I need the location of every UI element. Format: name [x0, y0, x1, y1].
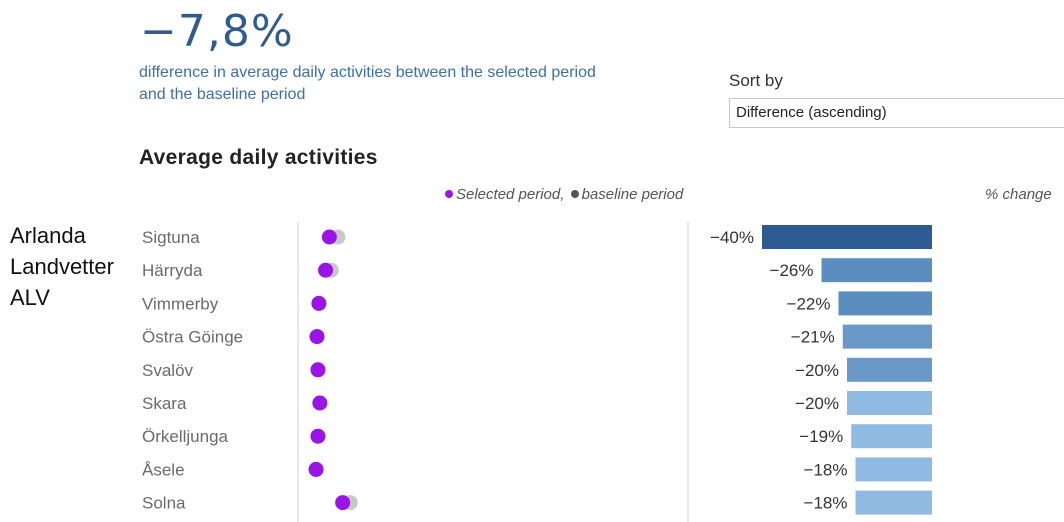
kpi-caption: difference in average daily activities b… — [139, 64, 596, 103]
pct-change-bar — [762, 225, 932, 249]
selected-dot — [321, 229, 337, 245]
pct-change-label: −20% — [795, 394, 839, 413]
selected-dot — [309, 329, 325, 345]
selected-dot — [318, 262, 334, 278]
pct-change-label: −18% — [804, 460, 848, 479]
category-label: Skara — [142, 394, 187, 413]
selected-dot — [308, 461, 324, 477]
sort-selected-value: Difference (ascending) — [736, 104, 887, 121]
pct-change-label: −20% — [795, 361, 839, 380]
category-label: Vimmerby — [142, 294, 219, 313]
selected-dot — [310, 428, 326, 444]
selected-dot — [311, 295, 327, 311]
alias-line-1: Arlanda — [10, 223, 86, 248]
category-label: Solna — [142, 494, 186, 513]
alias-line-3: ALV — [10, 285, 50, 310]
category-label: Östra Göinge — [142, 328, 243, 347]
pct-change-bar — [821, 258, 932, 283]
pct-change-label: −21% — [791, 328, 835, 347]
pct-change-bar — [855, 457, 932, 482]
sort-dropdown[interactable]: Difference (ascending) — [729, 98, 1064, 128]
chart-legend: Selected period, baseline period — [445, 186, 683, 203]
category-label: Svalöv — [142, 361, 194, 380]
pct-change-label: −26% — [770, 261, 814, 280]
selected-dot — [335, 495, 351, 511]
pct-change-header: % change — [985, 186, 1052, 203]
alias-line-2: Landvetter — [10, 254, 114, 279]
pct-change-bar — [842, 324, 932, 349]
airport-aliases: Arlanda Landvetter ALV — [10, 220, 114, 313]
category-label: Åsele — [142, 460, 185, 479]
pct-change-label: −19% — [799, 427, 843, 446]
pct-change-bar — [838, 291, 932, 316]
category-label: Härryda — [142, 261, 203, 280]
category-label: Örkelljunga — [142, 427, 229, 446]
sort-label: Sort by — [729, 71, 783, 90]
category-label: Sigtuna — [142, 228, 200, 247]
selected-dot — [310, 362, 326, 378]
pct-change-bar — [851, 424, 932, 449]
legend-baseline-label: baseline period — [581, 186, 684, 203]
chart-title: Average daily activities — [139, 146, 378, 169]
legend-selected-label: Selected period, — [456, 186, 565, 203]
pct-change-bar — [847, 391, 932, 415]
pct-change-label: −40% — [710, 228, 754, 247]
selected-period-legend-dot — [445, 190, 453, 198]
baseline-period-legend-dot — [570, 190, 579, 198]
pct-change-label: −22% — [787, 294, 831, 313]
pct-change-bar — [847, 357, 932, 382]
pct-change-bar — [855, 490, 932, 515]
kpi-value: −7,8% — [140, 6, 294, 57]
pct-change-label: −18% — [804, 494, 848, 513]
selected-dot — [312, 395, 328, 411]
